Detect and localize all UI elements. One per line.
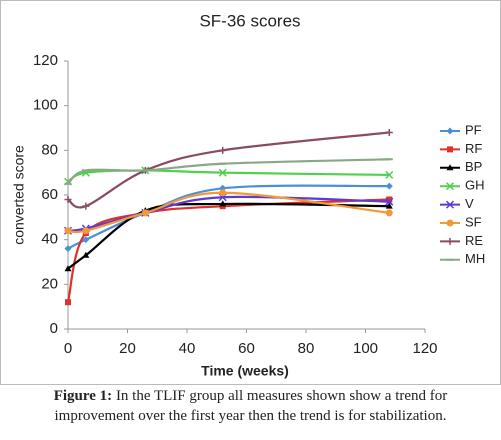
marker [219, 146, 227, 154]
legend-label: RE [465, 233, 483, 248]
caption-text: improvement over the first year then the… [54, 408, 447, 424]
x-tick-label: 60 [238, 340, 255, 357]
y-tick-label: 20 [41, 275, 58, 292]
y-tick-label: 80 [41, 141, 58, 158]
series-line [66, 198, 390, 303]
marker [385, 182, 393, 190]
y-tick-label: 100 [33, 97, 58, 114]
marker [219, 189, 227, 197]
x-tick-label: 0 [64, 340, 72, 357]
caption-text: In the TLIF group all measures shown sho… [115, 388, 448, 404]
x-tick-label: 20 [119, 340, 136, 357]
marker [82, 227, 90, 235]
marker [64, 245, 72, 253]
x-tick-label: 100 [353, 340, 378, 357]
legend-label: RF [465, 141, 482, 156]
series-line [67, 202, 390, 270]
legend-label: SF [465, 214, 482, 229]
y-tick-label: 0 [50, 320, 58, 337]
y-tick-label: 60 [41, 186, 58, 203]
series-line [67, 158, 390, 185]
legend-label: V [465, 196, 474, 211]
legend-marker [447, 146, 453, 153]
y-tick-label: 40 [41, 231, 58, 248]
legend-marker [446, 127, 454, 135]
caption-label: Figure 1: [53, 388, 113, 404]
marker [64, 227, 72, 235]
y-tick-label: 120 [33, 52, 58, 69]
series-line [67, 191, 390, 234]
x-axis-label: Time (weeks) [201, 363, 289, 379]
legend-marker [445, 200, 455, 209]
marker [82, 251, 90, 258]
chart-title: SF-36 scores [199, 11, 300, 30]
legend-marker [446, 219, 454, 227]
marker [82, 202, 90, 210]
series-line [67, 131, 390, 209]
marker [385, 128, 393, 136]
legend-label: GH [465, 178, 485, 193]
x-tick-label: 120 [412, 340, 437, 357]
chart-border [0, 0, 501, 385]
x-tick-label: 40 [179, 340, 196, 357]
marker [141, 209, 149, 217]
legend-marker [445, 182, 455, 191]
legend-label: PF [465, 122, 482, 137]
legend-label: MH [465, 251, 485, 266]
marker [64, 195, 72, 203]
series-line [67, 195, 390, 232]
chart: SF-36 scores Time (weeks) converted scor… [0, 0, 501, 385]
marker [65, 299, 71, 306]
marker [218, 168, 227, 177]
x-tick-label: 80 [298, 340, 315, 357]
series-line [67, 169, 390, 183]
legend-label: BP [465, 159, 482, 174]
y-axis-label: converted score [11, 145, 27, 245]
marker [386, 196, 393, 203]
marker [82, 236, 90, 244]
marker [385, 209, 393, 217]
legend-marker [446, 237, 454, 245]
marker [385, 202, 393, 209]
caption: Figure 1: In the TLIF group all measures… [0, 386, 501, 426]
legend-marker [446, 164, 454, 171]
marker [219, 200, 227, 207]
marker [64, 265, 72, 272]
marker [385, 197, 394, 206]
marker [385, 170, 394, 179]
